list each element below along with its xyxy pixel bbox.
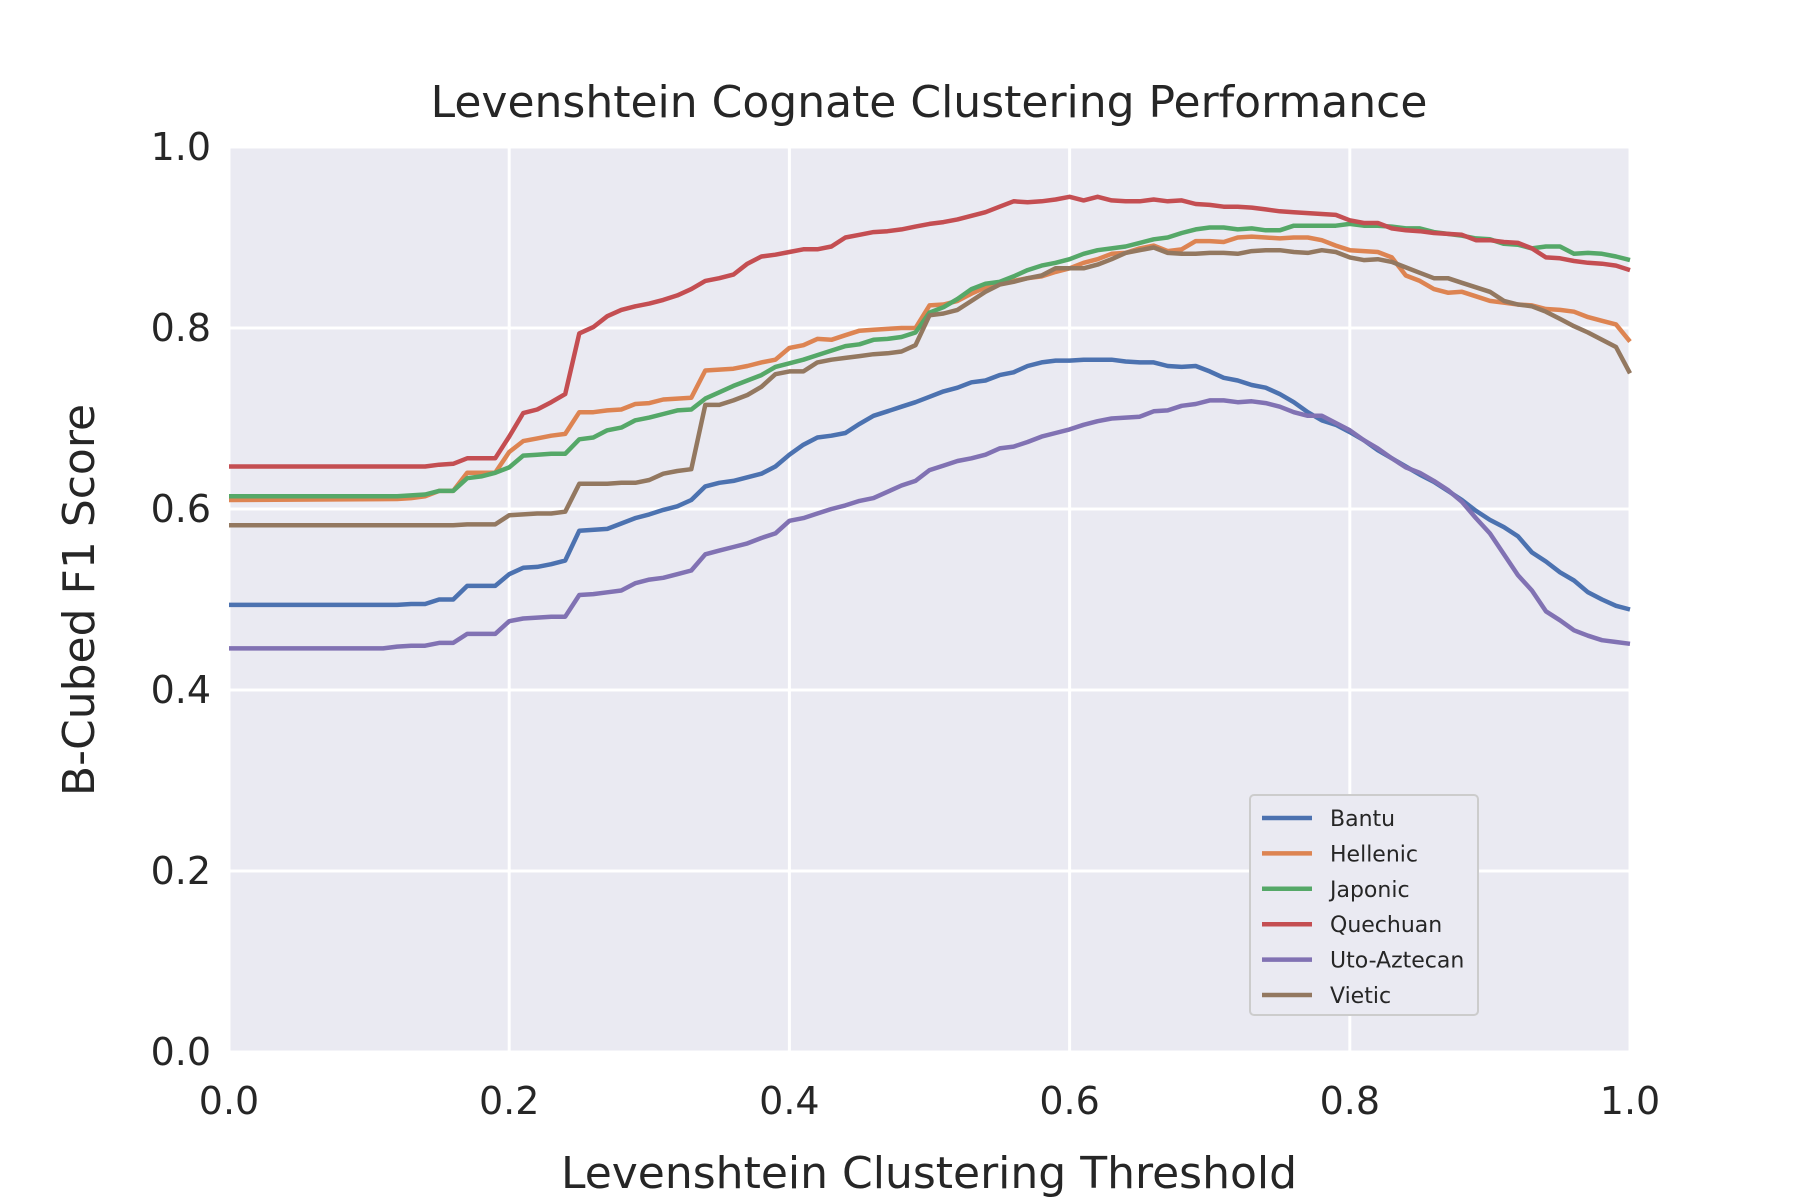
y-tick-label: 0.6 — [151, 487, 211, 531]
x-tick-label: 0.0 — [199, 1079, 259, 1123]
legend-items: Bantu Hellenic Japonic Quechuan Uto-Aztecan V… — [1262, 807, 1464, 1009]
series-line-quechuan — [229, 194, 1631, 469]
x-tick-label: 0.2 — [479, 1079, 539, 1123]
y-tick-labels: 0.0 0.2 0.4 0.6 0.8 1.0 — [151, 125, 211, 1074]
legend-label: Japonic — [1328, 878, 1410, 903]
legend-label: Quechuan — [1330, 913, 1442, 938]
x-tick-label: 0.4 — [759, 1079, 819, 1123]
x-tick-label: 1.0 — [1600, 1079, 1660, 1123]
x-axis-label: Levenshtein Clustering Threshold — [561, 1148, 1297, 1199]
y-tick-label: 0.0 — [151, 1030, 211, 1074]
y-tick-label: 0.2 — [151, 849, 211, 893]
series-line-uto-aztecan — [229, 398, 1631, 651]
legend-label: Bantu — [1330, 807, 1395, 832]
legend-label: Vietic — [1330, 984, 1391, 1009]
grid-lines — [227, 145, 1632, 1054]
y-tick-label: 1.0 — [151, 125, 211, 169]
x-tick-labels: 0.0 0.2 0.4 0.6 0.8 1.0 — [199, 1079, 1660, 1123]
y-tick-label: 0.4 — [151, 668, 211, 712]
legend: Bantu Hellenic Japonic Quechuan Uto-Aztecan V… — [1249, 794, 1479, 1016]
x-tick-label: 0.6 — [1039, 1079, 1099, 1123]
series-line-japonic — [229, 221, 1631, 499]
legend-label: Hellenic — [1330, 842, 1418, 867]
y-tick-label: 0.8 — [151, 306, 211, 350]
chart-title: Levenshtein Cognate Clustering Performan… — [431, 77, 1428, 128]
y-axis-label: B-Cubed F1 Score — [54, 404, 105, 796]
legend-label: Uto-Aztecan — [1330, 949, 1464, 974]
series-line-vietic — [229, 245, 1632, 528]
x-tick-label: 0.8 — [1320, 1079, 1380, 1123]
series-lines — [228, 194, 1632, 651]
